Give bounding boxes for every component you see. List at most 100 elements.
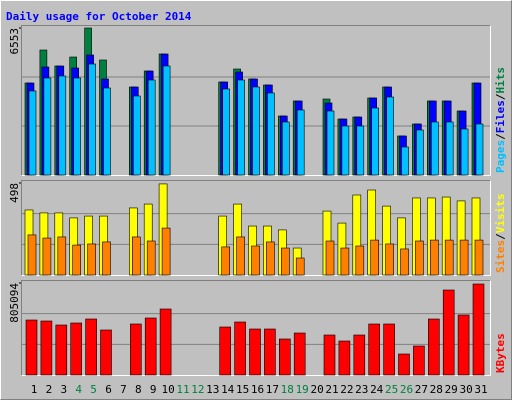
bar: [278, 338, 291, 376]
bar: [221, 246, 230, 276]
bar: [70, 322, 82, 376]
x-tick-label: 2: [46, 383, 53, 396]
panel-edge: [21, 25, 491, 176]
bar: [57, 236, 67, 276]
bar: [264, 328, 276, 376]
bar: [237, 79, 245, 176]
x-tick-label: 20: [310, 383, 323, 396]
bar: [457, 314, 470, 376]
x-tick-label: 16: [251, 383, 264, 396]
y-tick-label: 498: [8, 183, 21, 203]
x-tick-label: 26: [400, 383, 413, 396]
bar: [475, 123, 484, 176]
bar: [398, 353, 410, 376]
x-tick-label: 31: [474, 383, 487, 396]
bar: [280, 247, 290, 276]
bar: [252, 86, 260, 176]
bar: [133, 95, 141, 176]
bar: [222, 88, 230, 176]
bar: [130, 323, 142, 376]
x-tick-label: 3: [60, 383, 67, 396]
y-tick-label: 6553: [8, 28, 21, 55]
bar: [25, 319, 38, 376]
bar: [430, 121, 439, 176]
bar: [85, 318, 97, 376]
legend-separator: /: [494, 133, 507, 140]
bar: [55, 324, 68, 376]
bar: [385, 243, 394, 276]
x-tick-label: 24: [370, 383, 384, 396]
x-tick-label: 25: [385, 383, 398, 396]
bar: [444, 239, 454, 276]
legend-entry: KBytes: [494, 333, 507, 373]
bar: [386, 96, 394, 176]
bar: [370, 239, 380, 276]
x-tick-label: 28: [430, 383, 443, 396]
bar: [159, 308, 172, 376]
bar: [442, 289, 455, 376]
bar: [368, 323, 381, 376]
bar: [28, 90, 37, 176]
bar: [102, 241, 111, 276]
x-tick-label: 13: [206, 383, 219, 396]
legend-entry: Files: [494, 100, 507, 133]
x-tick-label: 9: [150, 383, 157, 396]
bar: [383, 323, 395, 376]
bar: [219, 326, 231, 376]
bar: [429, 239, 439, 276]
bar: [459, 239, 469, 276]
bar: [251, 245, 260, 276]
x-tick-label: 10: [161, 383, 174, 396]
x-tick-label: 29: [445, 383, 458, 396]
bar: [132, 236, 141, 276]
x-tick-label: 30: [459, 383, 472, 396]
panel-edge: [21, 280, 491, 376]
bar: [58, 75, 67, 176]
bar: [295, 257, 305, 276]
bar: [338, 340, 351, 376]
x-tick-label: 18: [281, 383, 294, 396]
bar: [72, 244, 81, 276]
x-tick-label: 19: [296, 383, 309, 396]
x-tick-label: 7: [120, 383, 127, 396]
bar: [427, 318, 440, 376]
x-tick-label: 15: [236, 383, 249, 396]
x-tick-label: 6: [105, 383, 112, 396]
bar: [326, 110, 335, 176]
legend: Sites/Visits: [494, 194, 507, 274]
legend-entry: Pages: [494, 140, 507, 173]
bar: [87, 243, 96, 276]
bar: [42, 237, 52, 276]
x-tick-label: 12: [191, 383, 204, 396]
bar: [27, 234, 37, 276]
bar: [43, 77, 52, 176]
bar: [341, 125, 350, 176]
bar: [356, 125, 365, 176]
bar: [445, 121, 454, 176]
x-tick-label: 27: [415, 383, 428, 396]
bar: [293, 332, 306, 376]
bar: [472, 283, 485, 376]
bar: [474, 239, 484, 276]
bar: [415, 240, 424, 276]
bar: [144, 317, 157, 376]
panel-edge: [21, 180, 491, 276]
bar: [40, 320, 53, 376]
bar: [267, 92, 275, 176]
chart-title: Daily usage for October 2014: [6, 10, 192, 23]
bar: [340, 247, 350, 276]
bar: [281, 121, 290, 176]
legend-entry: Visits: [494, 194, 507, 234]
bar: [266, 241, 275, 276]
bar: [323, 334, 336, 376]
bar: [236, 236, 245, 276]
bar: [416, 129, 424, 176]
x-tick-label: 22: [340, 383, 353, 396]
legend-separator: /: [494, 233, 507, 240]
bar: [73, 77, 81, 176]
bar: [355, 245, 365, 276]
x-tick-label: 17: [266, 383, 279, 396]
bar: [147, 79, 156, 176]
bar: [100, 329, 112, 376]
